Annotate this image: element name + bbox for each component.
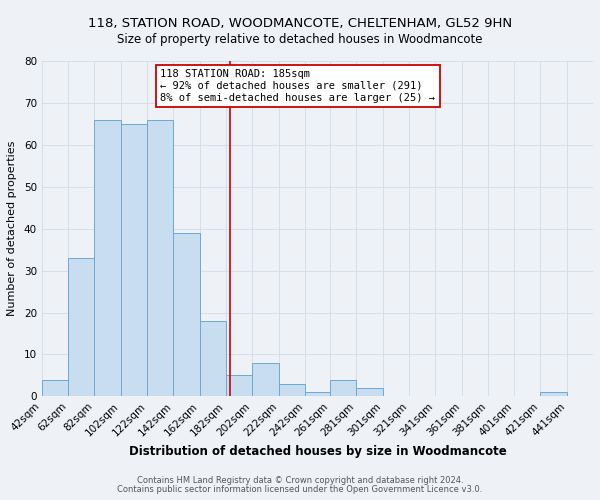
Text: Size of property relative to detached houses in Woodmancote: Size of property relative to detached ho… [117, 32, 483, 46]
Bar [226, 376, 253, 396]
Text: 118 STATION ROAD: 185sqm
← 92% of detached houses are smaller (291)
8% of semi-d: 118 STATION ROAD: 185sqm ← 92% of detach… [160, 70, 436, 102]
Bar [278, 384, 305, 396]
Bar [94, 120, 121, 396]
Bar [68, 258, 94, 396]
Bar [253, 363, 278, 396]
Text: Contains public sector information licensed under the Open Government Licence v3: Contains public sector information licen… [118, 485, 482, 494]
Text: 118, STATION ROAD, WOODMANCOTE, CHELTENHAM, GL52 9HN: 118, STATION ROAD, WOODMANCOTE, CHELTENH… [88, 18, 512, 30]
Bar [541, 392, 567, 396]
X-axis label: Distribution of detached houses by size in Woodmancote: Distribution of detached houses by size … [128, 445, 506, 458]
Y-axis label: Number of detached properties: Number of detached properties [7, 141, 17, 316]
Bar [147, 120, 173, 396]
Text: Contains HM Land Registry data © Crown copyright and database right 2024.: Contains HM Land Registry data © Crown c… [137, 476, 463, 485]
Bar [356, 388, 383, 396]
Bar [330, 380, 356, 396]
Bar [305, 392, 330, 396]
Bar [121, 124, 147, 396]
Bar [173, 233, 200, 396]
Bar [200, 321, 226, 396]
Bar [42, 380, 68, 396]
